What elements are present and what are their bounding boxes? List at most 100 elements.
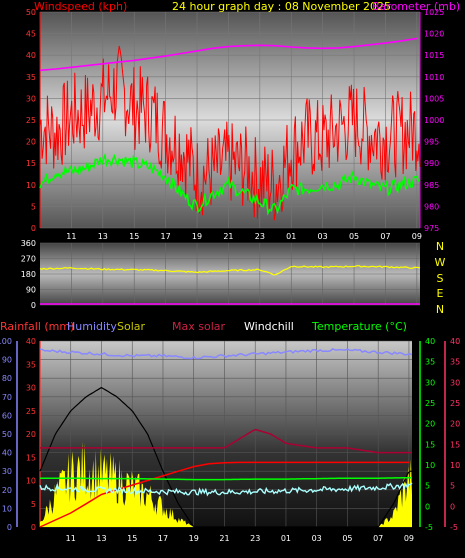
windspeed-tick-label: 45 — [26, 30, 36, 39]
wind-direction-tick-label: 180 — [21, 270, 36, 279]
wind-direction-tick-label: 360 — [21, 239, 36, 248]
panel-3-time-tick-label: 11 — [66, 534, 76, 543]
windchill-tick-label: -5 — [450, 523, 458, 532]
barometer-tick-label: 975 — [424, 224, 439, 233]
humidity-tick-label: 20 — [2, 486, 12, 495]
max-solar-series-line — [40, 428, 412, 454]
average-wind-series-line — [39, 152, 421, 216]
humidity-tick-label: 30 — [2, 467, 12, 476]
windchill-legend: Windchill — [244, 320, 294, 333]
windchill-tick-label: 15 — [450, 440, 460, 449]
rainfall-tick-label: 20 — [26, 430, 36, 439]
temperature-tick-label: 35 — [425, 358, 435, 367]
humidity-tick-label: 10 — [2, 504, 12, 513]
windspeed-tick-label: 30 — [26, 94, 36, 103]
temperature-tick-label: 30 — [425, 378, 435, 387]
temperature-tick-label: 15 — [425, 440, 435, 449]
rainfall-tick-label: 10 — [26, 477, 36, 486]
panel-3-time-tick-label: 19 — [189, 534, 199, 543]
wind-direction-tick-label: 270 — [21, 255, 36, 264]
panel-1-time-tick-label: 05 — [349, 232, 359, 241]
humidity-tick-label: 50 — [2, 430, 12, 439]
temperature-series-line — [40, 476, 412, 481]
humidity-tick-label: 100 — [0, 337, 12, 346]
humidity-tick-label: 60 — [2, 411, 12, 420]
windspeed-tick-label: 25 — [26, 116, 36, 125]
solar-legend: Solar — [117, 320, 146, 333]
temperature-tick-label: 10 — [425, 461, 435, 470]
windchill-tick-label: 5 — [450, 482, 455, 491]
panel-1-time-tick-label: 03 — [318, 232, 328, 241]
max-solar-legend: Max solar — [172, 320, 225, 333]
compass-label: W — [435, 256, 446, 269]
panel-1-marks — [39, 12, 421, 228]
panel-3-time-tick-label: 21 — [219, 534, 229, 543]
panel-1-time-tick-label: 17 — [161, 232, 171, 241]
windspeed-tick-label: 40 — [26, 51, 36, 60]
windchill-tick-label: 40 — [450, 337, 460, 346]
panel-3-marks — [16, 341, 446, 528]
compass-label: S — [437, 272, 444, 285]
panel-1-time-tick-label: 15 — [129, 232, 139, 241]
panel-1-time-tick-label: 21 — [223, 232, 233, 241]
barometer-tick-label: 1025 — [424, 8, 444, 17]
dewpoint-series-line — [39, 482, 413, 497]
graph-title: 24 hour graph day : 08 November 2025 — [172, 0, 391, 13]
barometer-tick-label: 980 — [424, 202, 439, 211]
panel-3-time-tick-label: 09 — [404, 534, 414, 543]
rainfall-tick-label: 25 — [26, 407, 36, 416]
temperature-tick-label: 5 — [425, 482, 430, 491]
windchill-tick-label: 20 — [450, 420, 460, 429]
rainfall-tick-label: 5 — [31, 500, 36, 509]
barometer-tick-label: 1000 — [424, 116, 444, 125]
rainfall-axis-title: Rainfall (mm) — [0, 320, 74, 333]
panel-1-time-tick-label: 09 — [412, 232, 422, 241]
windspeed-tick-label: 5 — [31, 202, 36, 211]
temperature-legend: Temperature (°C) — [311, 320, 407, 333]
temperature-tick-label: 40 — [425, 337, 435, 346]
panel-1-time-tick-label: 23 — [255, 232, 265, 241]
panel-3-time-tick-label: 17 — [158, 534, 168, 543]
rainfall-tick-label: 30 — [26, 384, 36, 393]
wind-direction-tick-label: 0 — [31, 301, 36, 310]
windchill-tick-label: 35 — [450, 358, 460, 367]
panel-1-time-tick-label: 07 — [380, 232, 390, 241]
temperature-tick-label: 25 — [425, 399, 435, 408]
windchill-tick-label: 30 — [450, 378, 460, 387]
wind-direction-series-line — [39, 265, 421, 276]
barometer-tick-label: 985 — [424, 181, 439, 190]
temperature-tick-label: 0 — [425, 502, 430, 511]
windspeed-tick-label: 15 — [26, 159, 36, 168]
windspeed-tick-label: 0 — [31, 224, 36, 233]
temperature-tick-label: 20 — [425, 420, 435, 429]
humidity-legend: Humidity — [67, 320, 117, 333]
wind-direction-tick-label: 90 — [26, 286, 36, 295]
windchill-tick-label: 0 — [450, 502, 455, 511]
compass-label: N — [436, 240, 444, 253]
barometer-tick-label: 1010 — [424, 73, 444, 82]
windspeed-series-line — [39, 45, 421, 221]
humidity-tick-label: 40 — [2, 449, 12, 458]
panel-1-time-tick-label: 13 — [98, 232, 108, 241]
barometer-tick-label: 1005 — [424, 94, 444, 103]
panel-3-time-tick-label: 05 — [342, 534, 352, 543]
barometer-axis-title: Barometer (mb) — [372, 0, 460, 13]
barometer-tick-label: 1015 — [424, 51, 444, 60]
rainfall-tick-label: 0 — [31, 523, 36, 532]
panel-1-time-tick-label: 01 — [286, 232, 296, 241]
panel-3-time-tick-label: 23 — [250, 534, 260, 543]
panel-3-time-tick-label: 15 — [127, 534, 137, 543]
panel-2-marks — [39, 265, 421, 305]
humidity-tick-label: 70 — [2, 393, 12, 402]
windspeed-tick-label: 20 — [26, 138, 36, 147]
panel-3-time-tick-label: 01 — [281, 534, 291, 543]
humidity-tick-label: 80 — [2, 374, 12, 383]
windchill-tick-label: 25 — [450, 399, 460, 408]
panel-1-time-tick-label: 19 — [192, 232, 202, 241]
temperature-tick-label: -5 — [425, 523, 433, 532]
rainfall-tick-label: 40 — [26, 337, 36, 346]
panel-3-time-tick-label: 07 — [373, 534, 383, 543]
rainfall-tick-label: 35 — [26, 360, 36, 369]
compass-label: E — [437, 287, 444, 300]
